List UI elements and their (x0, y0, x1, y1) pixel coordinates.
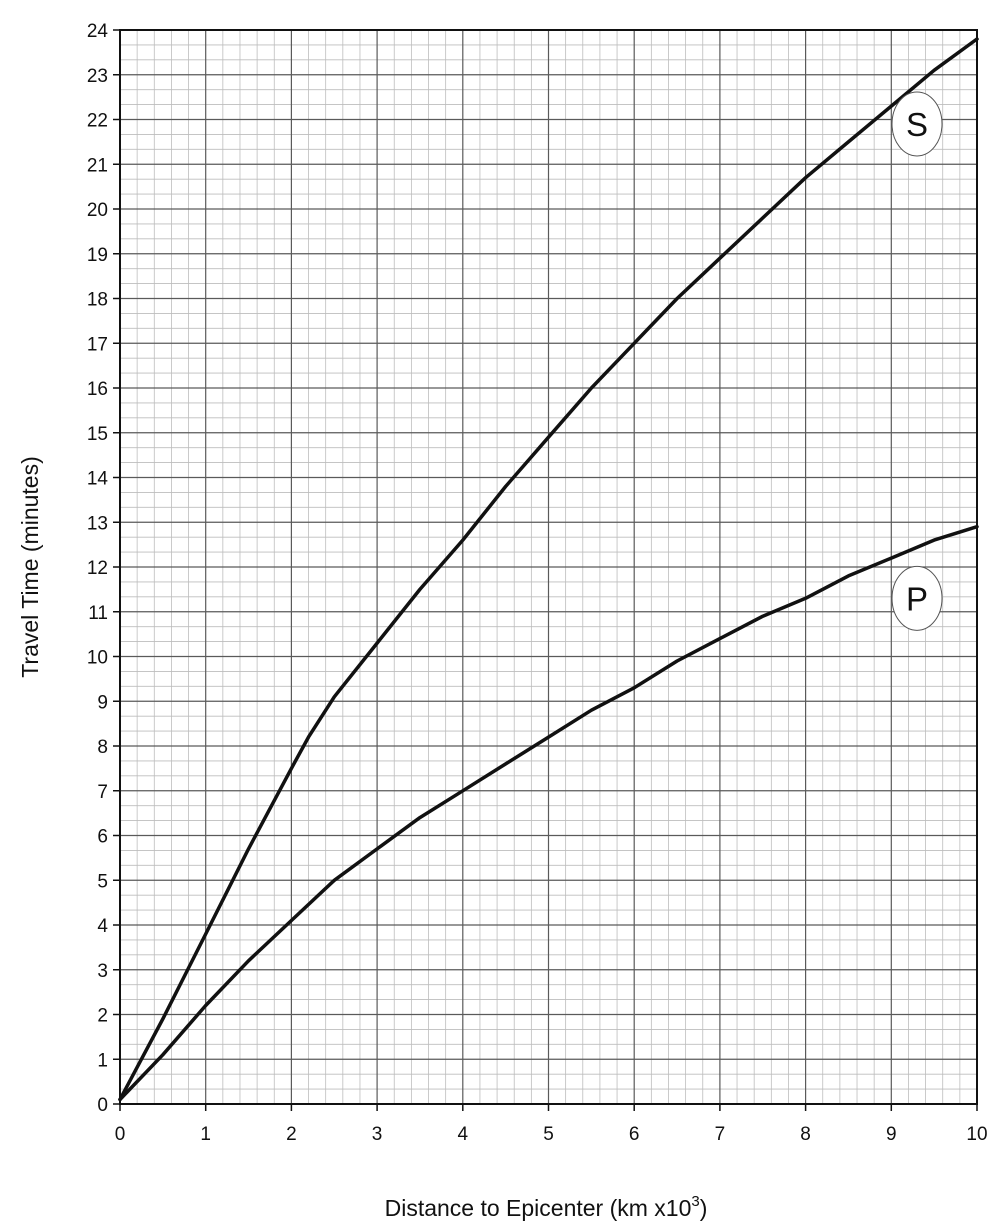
y-tick-label: 16 (87, 379, 108, 400)
x-tick-label: 4 (458, 1124, 469, 1145)
x-tick-label: 10 (966, 1124, 987, 1145)
y-tick-label: 18 (87, 290, 108, 311)
x-axis-title-suffix: ) (700, 1195, 708, 1221)
y-tick-label: 4 (97, 916, 108, 937)
y-tick-label: 5 (97, 871, 108, 892)
x-tick-labels: 0 1 2 3 4 5 6 7 8 9 10 (115, 1104, 988, 1145)
x-tick-label: 8 (800, 1124, 811, 1145)
y-tick-label: 11 (88, 603, 108, 624)
y-tick-label: 1 (97, 1050, 108, 1071)
y-tick-label: 9 (97, 692, 108, 713)
x-axis-title-main: Distance to Epicenter (km x10 (385, 1195, 692, 1221)
x-tick-label: 9 (886, 1124, 897, 1145)
y-tick-label: 22 (87, 111, 108, 132)
series-label-p: P (906, 580, 928, 617)
y-tick-label: 7 (97, 782, 108, 803)
x-tick-label: 6 (629, 1124, 640, 1145)
y-tick-label: 13 (87, 513, 108, 534)
x-tick-label: 1 (200, 1124, 211, 1145)
x-axis-title-superscript: 3 (691, 1193, 699, 1210)
series-label-s: S (906, 106, 928, 143)
series-layer: SP (118, 37, 979, 1102)
y-tick-label: 6 (97, 827, 108, 848)
y-tick-label: 12 (87, 558, 108, 579)
series-label-bubble-s (891, 91, 943, 157)
series-label-bubble-p (891, 565, 943, 631)
x-tick-label: 2 (286, 1124, 297, 1145)
series-line-s (118, 37, 979, 1102)
y-tick-label: 2 (97, 1006, 108, 1027)
x-axis-title: Distance to Epicenter (km x103) (385, 1193, 708, 1221)
x-tick-label: 5 (543, 1124, 554, 1145)
y-tick-label: 17 (87, 334, 108, 355)
x-tick-label: 7 (715, 1124, 726, 1145)
y-tick-label: 19 (87, 245, 108, 266)
y-axis-title: Travel Time (minutes) (17, 456, 43, 678)
y-tick-label: 23 (87, 66, 108, 87)
series-line-p (118, 524, 979, 1102)
y-tick-label: 8 (97, 737, 108, 758)
y-tick-label: 15 (87, 424, 108, 445)
x-tick-label: 0 (115, 1124, 126, 1145)
grid-major (120, 30, 977, 1104)
y-tick-label: 14 (87, 469, 109, 490)
y-tick-label: 20 (87, 200, 108, 221)
y-tick-label: 10 (87, 648, 108, 669)
y-tick-label: 0 (97, 1095, 108, 1116)
y-tick-label: 21 (87, 155, 108, 176)
y-tick-label: 24 (87, 21, 109, 42)
x-tick-label: 3 (372, 1124, 383, 1145)
y-tick-label: 3 (97, 961, 108, 982)
